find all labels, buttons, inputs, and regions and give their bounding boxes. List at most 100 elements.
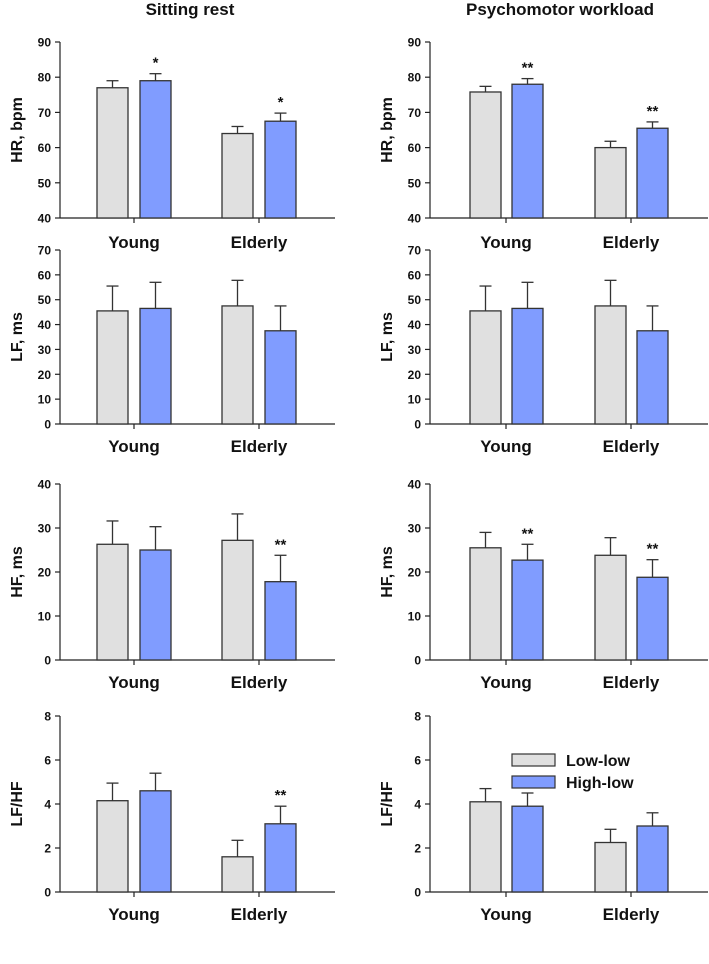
bar-low-low-elderly — [221, 539, 254, 661]
y-tick-label: 60 — [408, 268, 422, 282]
legend-swatch-high-low — [511, 775, 556, 789]
bar-high-low-young — [139, 549, 172, 661]
significance-marker: ** — [647, 103, 659, 120]
panel-3: 0 10 20 30 40 50 60 70 LF, ms Young Elderly — [9, 244, 335, 456]
bar-high-low-elderly — [264, 330, 297, 425]
y-tick-label: 50 — [408, 176, 422, 190]
x-tick-label-young: Young — [480, 233, 532, 252]
y-axis-label: HR, bpm — [379, 97, 396, 163]
bar-high-low-young — [511, 559, 544, 661]
bar-low-low-young — [469, 547, 502, 661]
y-axis-label: LF, ms — [9, 312, 26, 362]
significance-marker: ** — [522, 60, 534, 77]
y-tick-label: 40 — [38, 212, 52, 226]
y-axis-label: HF, ms — [9, 546, 26, 598]
bar-low-low-elderly — [221, 856, 254, 893]
y-tick-label: 40 — [38, 478, 52, 492]
y-tick-label: 30 — [38, 343, 52, 357]
bar-high-low-young — [511, 307, 544, 425]
x-tick-label-young: Young — [480, 673, 532, 692]
y-tick-label: 0 — [414, 654, 421, 668]
bar-low-low-elderly — [594, 841, 627, 893]
panel-7: 0 2 4 6 8 LF/HF Young Elderly ** — [9, 710, 335, 924]
y-tick-label: 8 — [414, 710, 421, 724]
y-tick-label: 10 — [408, 610, 422, 624]
bar-high-low-elderly — [636, 825, 669, 893]
y-tick-label: 80 — [408, 71, 422, 85]
bar-high-low-young — [139, 307, 172, 425]
column-title-psychomotor-workload: Psychomotor workload — [466, 0, 654, 19]
bar-high-low-elderly — [264, 823, 297, 893]
y-tick-label: 6 — [44, 754, 51, 768]
y-tick-label: 0 — [44, 418, 51, 432]
y-tick-label: 40 — [408, 318, 422, 332]
y-tick-label: 10 — [38, 610, 52, 624]
bar-high-low-young — [511, 805, 544, 893]
bar-low-low-elderly — [594, 305, 627, 425]
y-tick-label: 40 — [408, 478, 422, 492]
panel-4: 0 10 20 30 40 50 60 70 LF, ms Young Elderly — [379, 244, 708, 456]
y-tick-label: 4 — [414, 798, 421, 812]
y-tick-label: 30 — [408, 522, 422, 536]
y-tick-label: 90 — [38, 36, 52, 50]
bar-low-low-young — [96, 310, 129, 425]
panel-1: 40 50 60 70 80 90 HR, bpm Young * Elderly * — [9, 36, 335, 252]
y-axis-label: LF/HF — [379, 781, 396, 827]
significance-marker: ** — [647, 541, 659, 558]
bar-low-low-elderly — [221, 305, 254, 425]
x-tick-label-young: Young — [108, 673, 160, 692]
y-tick-label: 70 — [408, 106, 422, 120]
y-tick-label: 0 — [44, 886, 51, 900]
y-tick-label: 20 — [38, 368, 52, 382]
y-axis-label: HR, bpm — [9, 97, 26, 163]
y-tick-label: 2 — [414, 842, 421, 856]
legend-label-low-low: Low-low — [566, 753, 631, 770]
bar-high-low-elderly — [636, 576, 669, 661]
y-tick-label: 30 — [408, 343, 422, 357]
y-tick-label: 80 — [38, 71, 52, 85]
bar-low-low-young — [96, 543, 129, 661]
y-tick-label: 70 — [38, 244, 52, 258]
x-tick-label-young: Young — [480, 905, 532, 924]
bar-high-low-young — [139, 80, 172, 219]
significance-marker: * — [153, 55, 159, 72]
column-title-sitting-rest: Sitting rest — [145, 0, 235, 19]
y-tick-label: 10 — [408, 393, 422, 407]
y-tick-label: 40 — [38, 318, 52, 332]
bar-low-low-elderly — [594, 146, 627, 219]
bar-low-low-young — [469, 801, 502, 893]
y-tick-label: 70 — [38, 106, 52, 120]
x-tick-label-elderly: Elderly — [231, 437, 288, 456]
bar-high-low-elderly — [264, 581, 297, 661]
y-tick-label: 4 — [44, 798, 51, 812]
bar-low-low-young — [96, 87, 129, 219]
y-tick-label: 0 — [414, 418, 421, 432]
x-tick-label-elderly: Elderly — [603, 437, 660, 456]
bar-low-low-young — [96, 800, 129, 893]
y-tick-label: 40 — [408, 212, 422, 226]
y-tick-label: 60 — [38, 141, 52, 155]
x-tick-label-elderly: Elderly — [603, 905, 660, 924]
x-tick-label-elderly: Elderly — [231, 905, 288, 924]
bar-high-low-elderly — [264, 120, 297, 219]
y-tick-label: 20 — [38, 566, 52, 580]
legend-label-high-low: High-low — [566, 775, 634, 792]
significance-marker: ** — [522, 525, 534, 542]
x-tick-label-young: Young — [108, 437, 160, 456]
x-tick-label-elderly: Elderly — [603, 233, 660, 252]
x-tick-label-young: Young — [108, 905, 160, 924]
legend-swatch-low-low — [511, 753, 556, 767]
significance-marker: ** — [275, 787, 287, 804]
y-tick-label: 20 — [408, 566, 422, 580]
bar-high-low-young — [139, 790, 172, 893]
bar-high-low-young — [511, 83, 544, 219]
x-tick-label-elderly: Elderly — [231, 673, 288, 692]
panel-5: 0 10 20 30 40 HF, ms Young Elderly ** — [9, 478, 335, 692]
significance-marker: * — [278, 94, 284, 111]
x-tick-label-young: Young — [108, 233, 160, 252]
y-axis-label: HF, ms — [379, 546, 396, 598]
y-tick-label: 60 — [408, 141, 422, 155]
bar-low-low-elderly — [594, 554, 627, 661]
bar-low-low-young — [469, 310, 502, 425]
